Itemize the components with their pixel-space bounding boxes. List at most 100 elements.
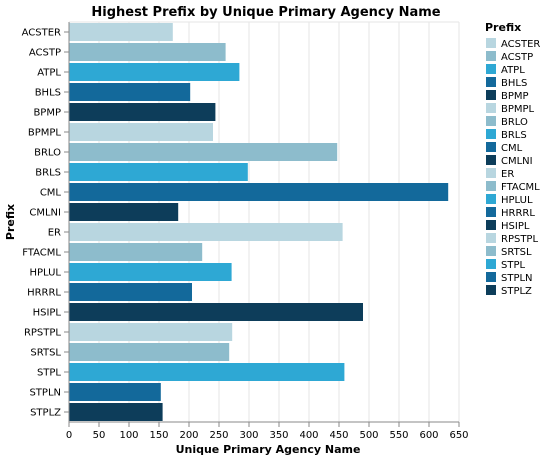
- y-tick-label: HRRRL: [27, 288, 61, 299]
- legend-swatch-stplz: [486, 285, 496, 295]
- bar-hrrrl: [69, 283, 192, 301]
- bar-ftacml: [69, 243, 203, 261]
- bar-acstp: [69, 43, 226, 61]
- legend-label-stplz: STPLZ: [501, 286, 532, 297]
- bar-stplz: [69, 403, 163, 421]
- y-tick-label: BPMP: [33, 108, 61, 119]
- legend-label-bpmpl: BPMPL: [501, 104, 535, 115]
- bar-hsipl: [69, 303, 363, 321]
- legend-label-stpln: STPLN: [501, 273, 533, 284]
- legend-swatch-hplul: [486, 194, 496, 204]
- legend-label-atpl: ATPL: [501, 65, 525, 76]
- legend-swatch-acstp: [486, 51, 496, 61]
- legend-swatch-brls: [486, 129, 496, 139]
- legend-label-rpstpl: RPSTPL: [501, 234, 538, 245]
- y-tick-label: RPSTPL: [24, 328, 61, 339]
- legend-swatch-cmlni: [486, 155, 496, 165]
- x-tick-label: 0: [66, 430, 72, 441]
- legend-label-cml: CML: [501, 143, 523, 154]
- bar-er: [69, 223, 343, 241]
- y-tick-label: FTACML: [22, 248, 61, 259]
- legend-label-bhls: BHLS: [501, 78, 527, 89]
- y-tick-label: ER: [48, 228, 61, 239]
- legend-label-acster: ACSTER: [501, 39, 540, 50]
- legend-swatch-brlo: [486, 116, 496, 126]
- legend-label-ftacml: FTACML: [501, 182, 540, 193]
- bar-stpl: [69, 363, 345, 381]
- bar-stpln: [69, 383, 161, 401]
- bar-brls: [69, 163, 248, 181]
- y-tick-label: STPL: [37, 368, 61, 379]
- x-tick-label: 200: [179, 430, 198, 441]
- bar-srtsl: [69, 343, 230, 361]
- y-tick-label: CML: [40, 188, 62, 199]
- x-tick-label: 100: [119, 430, 138, 441]
- bar-atpl: [69, 63, 240, 81]
- legend-label-hrrrl: HRRRL: [501, 208, 535, 219]
- legend-swatch-er: [486, 168, 496, 178]
- y-tick-label: ACSTP: [29, 48, 61, 59]
- grid-lines: [68, 21, 460, 422]
- legend-swatch-cml: [486, 142, 496, 152]
- legend-swatch-bpmp: [486, 90, 496, 100]
- x-tick-label: 300: [239, 430, 258, 441]
- y-tick-label: BPMPL: [28, 128, 62, 139]
- bar-hplul: [69, 263, 232, 281]
- x-tick-label: 450: [329, 430, 348, 441]
- legend-label-bpmp: BPMP: [501, 91, 529, 102]
- bar-rpstpl: [69, 323, 233, 341]
- y-tick-label: ACSTER: [22, 28, 61, 39]
- bar-acster: [69, 23, 173, 41]
- legend-label-stpl: STPL: [501, 260, 525, 271]
- y-tick-label: STPLN: [29, 388, 61, 399]
- legend-swatch-stpl: [486, 259, 496, 269]
- bar-bpmp: [69, 103, 216, 121]
- x-tick-label: 250: [209, 430, 228, 441]
- legend-label-brls: BRLS: [501, 130, 527, 141]
- y-axis-title: Prefix: [4, 204, 17, 240]
- legend-swatch-ftacml: [486, 181, 496, 191]
- legend-swatch-bpmpl: [486, 103, 496, 113]
- y-tick-label: HPLUL: [29, 268, 61, 279]
- bar-cmlni: [69, 203, 179, 221]
- legend-swatch-atpl: [486, 64, 496, 74]
- bar-brlo: [69, 143, 338, 161]
- chart-title: Highest Prefix by Unique Primary Agency …: [91, 5, 440, 20]
- y-tick-label: ATPL: [37, 68, 61, 79]
- x-tick-label: 50: [93, 430, 106, 441]
- y-tick-label: STPLZ: [30, 408, 61, 419]
- legend-label-er: ER: [501, 169, 514, 180]
- bar-bhls: [69, 83, 191, 101]
- legend-swatch-acster: [486, 38, 496, 48]
- y-tick-label: BRLO: [34, 148, 61, 159]
- legend-label-srtsl: SRTSL: [501, 247, 532, 258]
- legend: Prefix ACSTER ACSTP ATPL BHLS BPMP BPMPL BRLO B…: [485, 21, 540, 297]
- y-axis: ACSTER ACSTP ATPL BHLS BPMP BPMPL BRLO BRLS CML C…: [22, 22, 70, 422]
- legend-label-cmlni: CMLNI: [501, 156, 533, 167]
- bar-cml: [69, 183, 449, 201]
- x-tick-label: 650: [449, 430, 468, 441]
- bar-bpmpl: [69, 123, 213, 141]
- legend-swatch-stpln: [486, 272, 496, 282]
- y-tick-label: CMLNI: [29, 208, 61, 219]
- x-tick-label: 550: [389, 430, 408, 441]
- y-tick-label: BHLS: [35, 88, 61, 99]
- legend-label-acstp: ACSTP: [501, 52, 533, 63]
- legend-label-hsipl: HSIPL: [501, 221, 530, 232]
- x-axis: 0 50 100 150 200 250 300 350 400 450 500 550 600 650: [66, 421, 469, 441]
- legend-swatch-hsipl: [486, 220, 496, 230]
- x-tick-label: 350: [269, 430, 288, 441]
- y-tick-label: BRLS: [35, 168, 61, 179]
- x-tick-label: 500: [359, 430, 378, 441]
- bars: [69, 23, 449, 421]
- legend-swatch-srtsl: [486, 246, 496, 256]
- x-tick-label: 400: [299, 430, 318, 441]
- legend-title: Prefix: [485, 21, 521, 34]
- legend-swatch-hrrrl: [486, 207, 496, 217]
- x-axis-title: Unique Primary Agency Name: [176, 443, 361, 456]
- x-tick-label: 150: [149, 430, 168, 441]
- y-tick-label: SRTSL: [30, 348, 61, 359]
- y-tick-label: HSIPL: [33, 308, 62, 319]
